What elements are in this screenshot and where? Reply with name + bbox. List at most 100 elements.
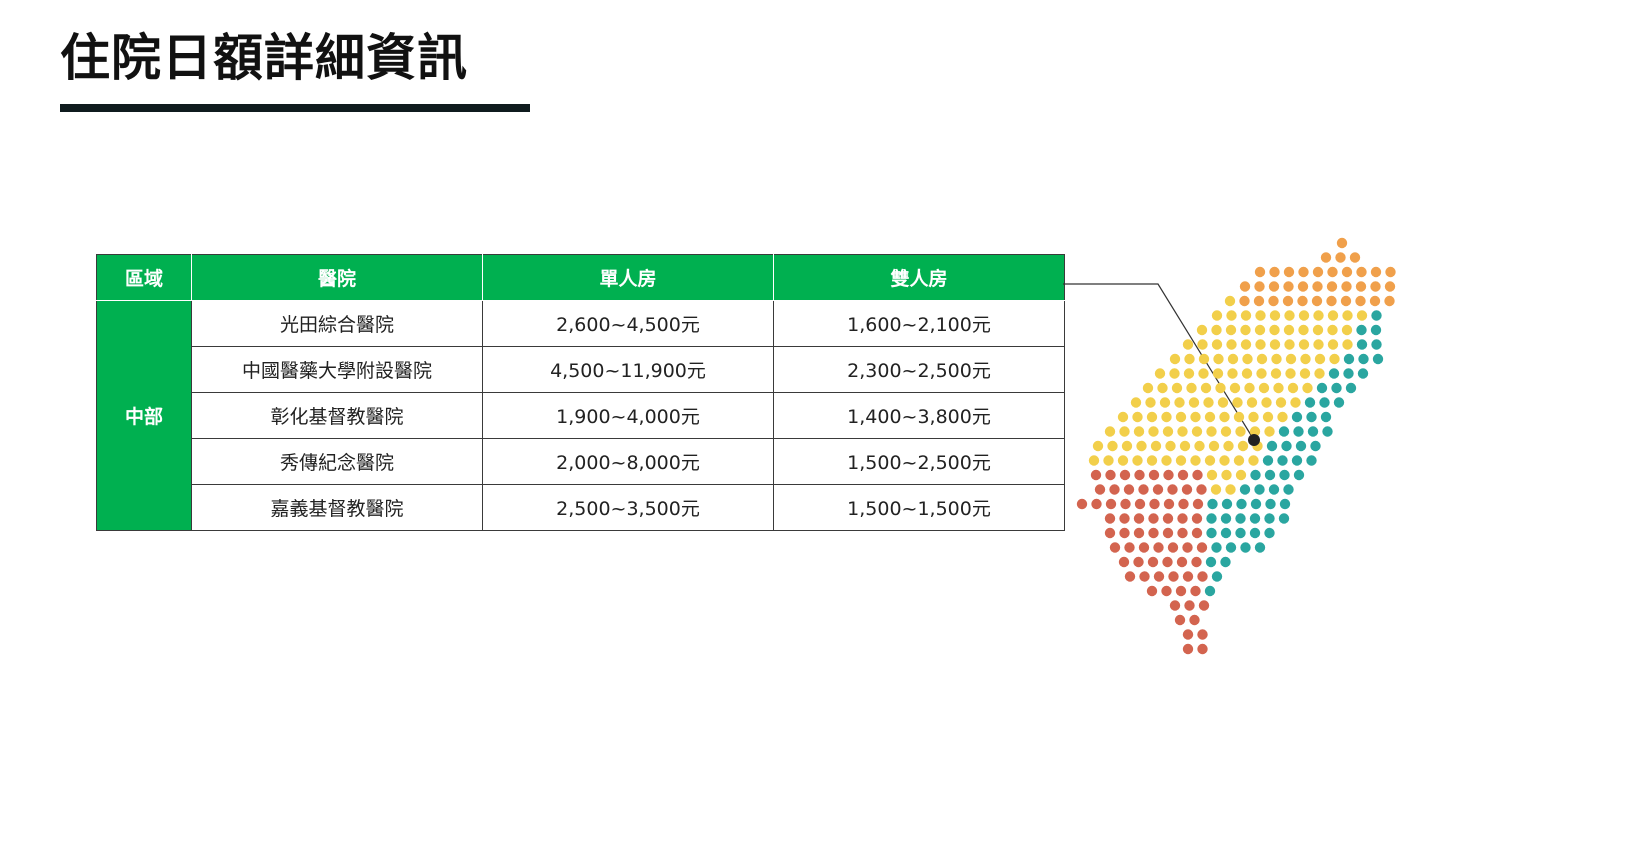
taiwan-dot-map-svg: [1076, 237, 1396, 655]
map-dot: [1343, 368, 1354, 379]
map-dot: [1169, 600, 1181, 611]
map-dot: [1297, 295, 1308, 307]
map-dot: [1092, 440, 1104, 452]
map-dot: [1105, 498, 1117, 510]
map-dot: [1235, 513, 1246, 524]
map-dot: [1211, 310, 1223, 321]
map-dot: [1268, 295, 1279, 307]
map-dot: [1179, 440, 1191, 452]
map-dot: [1198, 600, 1210, 611]
map-dot: [1204, 411, 1216, 423]
map-dot: [1355, 295, 1366, 307]
map-dot: [1104, 426, 1116, 437]
map-dot: [1107, 440, 1118, 452]
map-dot: [1235, 527, 1246, 539]
map-dot: [1298, 266, 1309, 278]
map-dot: [1384, 295, 1395, 307]
map-dot: [1340, 295, 1352, 307]
map-dot: [1290, 397, 1301, 408]
map-dot: [1310, 440, 1321, 452]
map-dot: [1235, 426, 1246, 437]
map-dot: [1119, 527, 1130, 539]
map-dot: [1184, 353, 1195, 365]
map-dot: [1254, 542, 1266, 553]
map-dot: [1153, 542, 1164, 553]
map-dot: [1336, 237, 1348, 249]
map-dot: [1349, 252, 1361, 263]
single-room-cell: 2,500~3,500元: [482, 484, 774, 531]
map-dot: [1269, 324, 1280, 336]
hospital-cell: 光田綜合醫院: [191, 300, 483, 347]
map-dot: [1162, 527, 1174, 539]
map-dot: [1197, 643, 1208, 655]
map-dot: [1138, 542, 1150, 553]
map-dot: [1167, 542, 1179, 553]
map-dot: [1221, 498, 1233, 510]
map-dot: [1266, 440, 1278, 452]
map-dot: [1119, 426, 1130, 437]
map-dot: [1250, 469, 1261, 481]
map-dot: [1300, 353, 1311, 365]
map-dot: [1109, 542, 1121, 553]
map-dot: [1250, 498, 1262, 510]
map-dot: [1312, 281, 1323, 292]
map-dot: [1316, 382, 1328, 394]
map-dot: [1133, 426, 1145, 437]
map-dot: [1342, 310, 1353, 321]
map-dot: [1254, 266, 1266, 278]
map-dot: [1370, 281, 1381, 292]
map-dot: [1165, 440, 1176, 452]
double-room-cell: 1,500~1,500元: [773, 484, 1065, 531]
map-dot: [1148, 426, 1159, 437]
double-room-cell: 1,500~2,500元: [773, 438, 1065, 485]
map-dot: [1283, 484, 1294, 495]
map-dot: [1225, 542, 1237, 553]
map-dot: [1221, 469, 1232, 481]
hospital-rate-table: 區域 醫院 單人房 雙人房 中部 光田綜合醫院 2,600~4,500元 1,6…: [96, 254, 1065, 531]
map-dot: [1320, 411, 1332, 423]
table-row: 中部 光田綜合醫院 2,600~4,500元 1,600~2,100元: [96, 300, 1065, 531]
map-dot: [1262, 455, 1274, 466]
map-dot: [1184, 600, 1195, 611]
map-dot: [1356, 266, 1367, 278]
map-dot: [1117, 411, 1129, 423]
map-dot: [1254, 484, 1265, 495]
map-dot: [1233, 411, 1245, 423]
map-dot: [1320, 252, 1332, 263]
map-dot: [1265, 498, 1276, 510]
map-dot: [1175, 585, 1187, 597]
header-region: 區域: [96, 254, 192, 301]
hospital-cell: 中國醫藥大學附設醫院: [191, 346, 483, 393]
map-dot: [1146, 411, 1158, 423]
map-dot: [1192, 498, 1204, 510]
map-dot: [1341, 281, 1352, 292]
map-dot: [1182, 339, 1194, 350]
map-dot: [1264, 426, 1275, 437]
map-dot: [1287, 382, 1299, 394]
map-dot: [1283, 324, 1295, 336]
map-dot: [1124, 542, 1135, 553]
map-dot: [1284, 310, 1295, 321]
map-dot: [1197, 629, 1208, 640]
map-dot: [1219, 411, 1230, 423]
map-dot: [1121, 440, 1133, 452]
taiwan-dot-map: [1060, 225, 1480, 745]
map-dot: [1212, 368, 1224, 379]
map-dot: [1262, 411, 1274, 423]
map-dot: [1191, 426, 1203, 437]
map-dot: [1161, 455, 1172, 466]
page-title: 住院日額詳細資訊: [60, 29, 468, 87]
map-dot: [1150, 440, 1162, 452]
map-dot: [1203, 397, 1214, 408]
map-dot: [1329, 353, 1340, 365]
map-dot: [1256, 368, 1267, 379]
map-dot: [1327, 266, 1338, 278]
map-dot: [1335, 252, 1346, 263]
map-dot: [1132, 411, 1143, 423]
map-dot: [1175, 411, 1187, 423]
map-dot: [1261, 397, 1272, 408]
map-dot: [1159, 397, 1171, 408]
map-dot: [1291, 455, 1303, 466]
table-header-row: 區域 醫院 單人房 雙人房: [96, 254, 1065, 301]
